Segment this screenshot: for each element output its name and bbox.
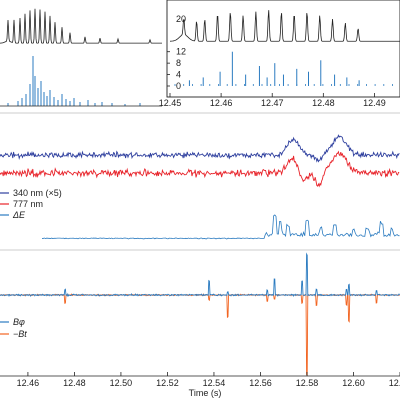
legend-label-bphi: Bφ xyxy=(13,317,25,327)
legend-label-340nm: 340 nm (×5) xyxy=(13,188,62,198)
zoom-x-tick-label-0: 12.45 xyxy=(159,98,182,108)
zoom-y-tick-label-0: 12 xyxy=(176,47,186,57)
zoom-y-tick-label-3: 0 xyxy=(176,81,181,91)
x-tick-label-0: 12.46 xyxy=(17,378,40,388)
zoom-x-tick-label-2: 12.47 xyxy=(261,98,284,108)
panel-a-zoom-plot: 128 40 12.45 12.46 12.47 12.48 12.49 xyxy=(159,0,400,108)
x-tick-label-4: 12.54 xyxy=(203,378,226,388)
panel-b-plot xyxy=(0,112,400,251)
series-bphi xyxy=(0,252,400,298)
legend-label-delta-e: ΔE xyxy=(12,210,26,220)
panel-b-legend: 340 nm (×5) 777 nm ΔE xyxy=(0,188,62,220)
panel-a-left-plot xyxy=(0,8,162,107)
series-light-curve-zoom xyxy=(169,10,400,42)
zoom-x-tick-label-3: 12.48 xyxy=(312,98,335,108)
zoom-x-tick-label-4: 12.49 xyxy=(363,98,386,108)
x-tick-label-8: 12.62 xyxy=(389,378,400,388)
series-delta-e xyxy=(41,214,400,240)
zoom-y-tick-label-2: 4 xyxy=(176,70,181,80)
panel-c-legend: Bφ −Bt xyxy=(0,317,27,339)
legend-label-bt: −Bt xyxy=(13,329,27,339)
series-light-curve-left xyxy=(0,8,162,44)
zoom-y-tick-label-1: 8 xyxy=(176,58,181,68)
panel-c-plot xyxy=(0,252,400,376)
legend-label-777nm: 777 nm xyxy=(13,199,43,209)
series-minus-bt xyxy=(0,292,400,376)
time-axis: 12.46 12.48 12.50 12.52 12.54 12.56 12.58 12.60… xyxy=(0,372,400,388)
x-tick-label-5: 12.56 xyxy=(249,378,272,388)
x-tick-label-6: 12.58 xyxy=(296,378,319,388)
zoom-inset-y-label: 20 xyxy=(176,14,186,24)
x-axis-label: Time (s) xyxy=(189,388,222,398)
x-tick-label-3: 12.52 xyxy=(156,378,179,388)
x-tick-label-7: 12.60 xyxy=(342,378,365,388)
series-340nm xyxy=(0,134,400,163)
zoom-x-tick-label-1: 12.46 xyxy=(210,98,233,108)
x-tick-label-2: 12.50 xyxy=(110,378,133,388)
x-tick-label-1: 12.48 xyxy=(63,378,86,388)
series-777nm xyxy=(0,150,400,188)
